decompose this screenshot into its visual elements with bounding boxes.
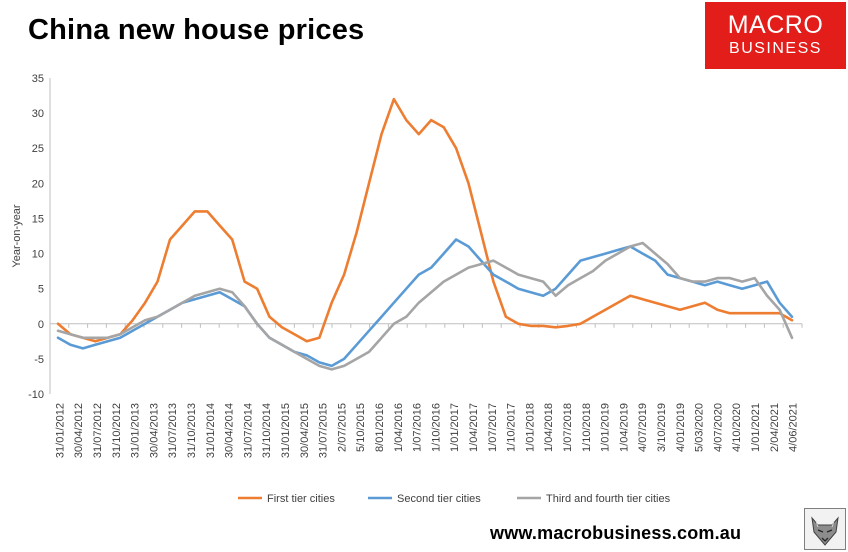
x-tick-label: 5/10/2015 [355, 403, 367, 452]
y-tick-label: 15 [32, 213, 44, 225]
x-tick-label: 31/10/2014 [261, 403, 273, 458]
x-tick-label: 30/04/2014 [224, 403, 236, 458]
y-tick-label: -10 [28, 389, 44, 401]
y-tick-label: 0 [38, 319, 44, 331]
x-tick-label: 31/07/2014 [242, 403, 254, 458]
x-tick-label: 1/10/2018 [581, 403, 593, 452]
x-tick-label: 1/04/2018 [543, 403, 555, 452]
x-tick-label: 1/01/2019 [600, 403, 612, 452]
y-axis-label: Year-on-year [11, 204, 23, 268]
legend-label: First tier cities [267, 493, 335, 505]
series-line-1 [56, 97, 794, 343]
x-tick-label: 1/01/2018 [524, 403, 536, 452]
x-tick-label: 31/01/2014 [205, 403, 217, 458]
y-tick-label: 20 [32, 178, 44, 190]
y-tick-label: 5 [38, 284, 44, 296]
x-tick-label: 2/04/2021 [769, 403, 781, 452]
y-tick-labels: -10 -5 0 5 10 15 20 25 30 35 [28, 73, 44, 401]
x-tick-label: 1/10/2017 [506, 403, 518, 452]
x-tick-label: 31/01/2012 [54, 403, 66, 458]
series-lines [56, 97, 794, 371]
y-tick-label: 10 [32, 249, 44, 261]
legend-label: Second tier cities [397, 493, 481, 505]
x-tick-label: 31/07/2015 [318, 403, 330, 458]
legend-label: Third and fourth tier cities [546, 493, 671, 505]
x-tick-label: 1/04/2017 [468, 403, 480, 452]
x-tick-label: 1/01/2017 [449, 403, 461, 452]
x-tick-label: 1/07/2017 [487, 403, 499, 452]
series-line-3 [56, 241, 794, 371]
logo-line-2: BUSINESS [729, 40, 822, 57]
y-tick-label: 30 [32, 108, 44, 120]
x-tick-label: 31/10/2012 [111, 403, 123, 458]
y-tick-label: 25 [32, 143, 44, 155]
x-tick-label: 8/01/2016 [374, 403, 386, 452]
x-tick-label: 3/10/2019 [656, 403, 668, 452]
x-tick-label: 2/07/2015 [336, 403, 348, 452]
x-tick-labels: 31/01/2012 30/04/2012 31/07/2012 31/10/2012… [54, 403, 799, 458]
x-tick-label: 1/07/2016 [412, 403, 424, 452]
chart-title: China new house prices [28, 14, 365, 46]
x-tick-label: 30/04/2013 [148, 403, 160, 458]
x-tick-label: 4/06/2021 [788, 403, 800, 452]
x-tick-label: 1/07/2018 [562, 403, 574, 452]
x-tick-label: 1/04/2016 [393, 403, 405, 452]
x-tick-label: 31/10/2013 [186, 403, 198, 458]
x-tick-label: 1/04/2019 [618, 403, 630, 452]
wolf-logo-icon [804, 508, 846, 550]
x-tick-label: 4/01/2019 [675, 403, 687, 452]
x-tick-label: 31/01/2015 [280, 403, 292, 458]
x-tick-label: 4/10/2020 [731, 403, 743, 452]
x-tick-label: 31/01/2013 [130, 403, 142, 458]
x-tick-label: 31/07/2013 [167, 403, 179, 458]
y-tick-label: -5 [34, 354, 44, 366]
x-tick-label: 4/07/2019 [637, 403, 649, 452]
x-tick-label: 31/07/2012 [92, 403, 104, 458]
x-tick-label: 1/01/2021 [750, 403, 762, 452]
x-tick-label: 5/03/2020 [694, 403, 706, 452]
legend: First tier cities Second tier cities Third… [238, 493, 671, 505]
x-tick-label: 1/10/2016 [430, 403, 442, 452]
y-tick-label: 35 [32, 73, 44, 85]
x-tick-label: 30/04/2015 [299, 403, 311, 458]
x-tick-label: 30/04/2012 [73, 403, 85, 458]
site-url[interactable]: www.macrobusiness.com.au [490, 523, 742, 543]
series-line-2 [56, 238, 794, 368]
x-tick-label: 4/07/2020 [712, 403, 724, 452]
macro-business-logo[interactable]: MACRO BUSINESS [705, 2, 846, 69]
logo-line-1: MACRO [727, 11, 824, 39]
